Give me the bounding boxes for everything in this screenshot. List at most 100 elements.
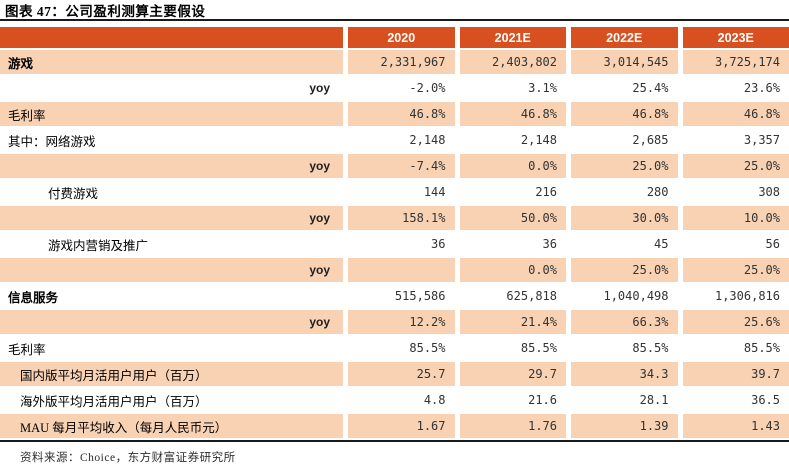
table-row: 其中：网络游戏 2,148 2,148 2,685 3,357: [0, 128, 789, 152]
value-cell: 46.8%: [343, 102, 455, 126]
row-label: 国内版平均月活用户用户（百万）: [20, 368, 208, 383]
value-cell: 10.0%: [677, 206, 789, 230]
table-row: 游戏 2,331,967 2,403,802 3,014,545 3,725,174: [0, 50, 789, 74]
value-cell: 85.5%: [566, 336, 678, 360]
table-row: yoy -7.4% 0.0% 25.0% 25.0%: [0, 154, 789, 178]
table-header-row: 2020 2021E 2022E 2023E: [0, 27, 789, 48]
table-row: yoy 158.1% 50.0% 30.0% 10.0%: [0, 206, 789, 230]
value-cell: 3,357: [677, 128, 789, 152]
value-cell: 25.0%: [677, 154, 789, 178]
value-cell: 36: [454, 232, 567, 256]
value-cell: 34.3: [566, 362, 678, 386]
value-cell: 1.67: [343, 414, 455, 438]
value-cell: 1.43: [677, 414, 789, 438]
table-row: 信息服务 515,586 625,818 1,040,498 1,306,816: [0, 284, 789, 308]
figure-title: 图表 47：公司盈利测算主要假设: [5, 4, 206, 19]
table-row: yoy 0.0% 25.0% 25.0%: [0, 258, 789, 282]
table-row: MAU 每月平均收入（每月人民币元） 1.67 1.76 1.39 1.43: [0, 414, 789, 438]
row-label: 毛利率: [8, 108, 46, 123]
value-cell: 216: [454, 180, 567, 204]
value-cell: 12.2%: [343, 310, 455, 334]
value-cell: 4.8: [343, 388, 455, 412]
value-cell: 46.8%: [677, 102, 789, 126]
row-label: 海外版平均月活用户用户（百万）: [20, 394, 208, 409]
header-year-cell: 2023E: [677, 27, 789, 48]
table-row: 毛利率 46.8% 46.8% 46.8% 46.8%: [0, 102, 789, 126]
value-cell: 280: [566, 180, 678, 204]
value-cell: 3,725,174: [677, 50, 789, 74]
value-cell: 28.1: [566, 388, 678, 412]
value-cell: 3.1%: [454, 76, 567, 100]
value-cell: 0.0%: [454, 154, 567, 178]
value-cell: 1.39: [566, 414, 678, 438]
value-cell: 2,403,802: [454, 50, 567, 74]
table-bottom-divider: [0, 440, 789, 442]
value-cell: 3,014,545: [566, 50, 678, 74]
value-cell: 46.8%: [566, 102, 678, 126]
value-cell: 23.6%: [677, 76, 789, 100]
value-cell: 85.5%: [343, 336, 455, 360]
value-cell: 21.4%: [454, 310, 567, 334]
value-cell: 25.7: [343, 362, 455, 386]
table-row: 海外版平均月活用户用户（百万） 4.8 21.6 28.1 36.5: [0, 388, 789, 412]
value-cell: 308: [677, 180, 789, 204]
value-cell: 2,148: [343, 128, 455, 152]
table-row: 付费游戏 144 216 280 308: [0, 180, 789, 204]
value-cell: 625,818: [454, 284, 567, 308]
value-cell: 158.1%: [343, 206, 455, 230]
header-year-cell: 2020: [343, 27, 455, 48]
row-label: 游戏: [8, 56, 34, 71]
table-row: yoy -2.0% 3.1% 25.4% 23.6%: [0, 76, 789, 100]
value-cell: 1,040,498: [566, 284, 678, 308]
value-cell: 515,586: [343, 284, 455, 308]
value-cell: 25.0%: [677, 258, 789, 282]
source-note: 资料来源：Choice，东方财富证券研究所: [20, 452, 236, 464]
table-row: yoy 12.2% 21.4% 66.3% 25.6%: [0, 310, 789, 334]
value-cell: 2,331,967: [343, 50, 455, 74]
table-row: 毛利率 85.5% 85.5% 85.5% 85.5%: [0, 336, 789, 360]
value-cell: 25.0%: [566, 258, 678, 282]
value-cell: 45: [566, 232, 678, 256]
value-cell: 144: [343, 180, 455, 204]
row-label: yoy: [309, 315, 330, 329]
value-cell: -7.4%: [343, 154, 455, 178]
row-label: MAU 每月平均收入（每月人民币元）: [20, 420, 228, 435]
value-cell: 25.0%: [566, 154, 678, 178]
value-cell: 2,148: [454, 128, 567, 152]
value-cell: 85.5%: [677, 336, 789, 360]
value-cell: 36.5: [677, 388, 789, 412]
value-cell: 39.7: [677, 362, 789, 386]
table-row: 游戏内营销及推广 36 36 45 56: [0, 232, 789, 256]
value-cell: 25.6%: [677, 310, 789, 334]
value-cell: 66.3%: [566, 310, 678, 334]
row-label: yoy: [309, 159, 330, 173]
header-year-cell: 2021E: [454, 27, 567, 48]
row-label: yoy: [309, 81, 330, 95]
row-label: 其中：网络游戏: [8, 134, 96, 149]
value-cell: 30.0%: [566, 206, 678, 230]
value-cell: 36: [343, 232, 455, 256]
header-year-cell: 2022E: [566, 27, 678, 48]
value-cell: 0.0%: [454, 258, 567, 282]
value-cell: 1,306,816: [677, 284, 789, 308]
assumptions-table: 2020 2021E 2022E 2023E 游戏 2,331,967 2,403,802 3…: [0, 27, 789, 438]
table-row: 国内版平均月活用户用户（百万） 25.7 29.7 34.3 39.7: [0, 362, 789, 386]
title-divider: [0, 19, 789, 21]
value-cell: 25.4%: [566, 76, 678, 100]
value-cell: -2.0%: [343, 76, 455, 100]
value-cell: 1.76: [454, 414, 567, 438]
value-cell: 46.8%: [454, 102, 567, 126]
row-label: yoy: [309, 263, 330, 277]
value-cell: 85.5%: [454, 336, 567, 360]
value-cell: 50.0%: [454, 206, 567, 230]
value-cell: 29.7: [454, 362, 567, 386]
row-label: 毛利率: [8, 342, 46, 357]
row-label: 付费游戏: [48, 186, 99, 201]
value-cell: 21.6: [454, 388, 567, 412]
row-label: 信息服务: [8, 290, 59, 305]
header-label-cell: [0, 27, 343, 48]
value-cell: 56: [677, 232, 789, 256]
row-label: 游戏内营销及推广: [48, 238, 149, 253]
value-cell: 2,685: [566, 128, 678, 152]
